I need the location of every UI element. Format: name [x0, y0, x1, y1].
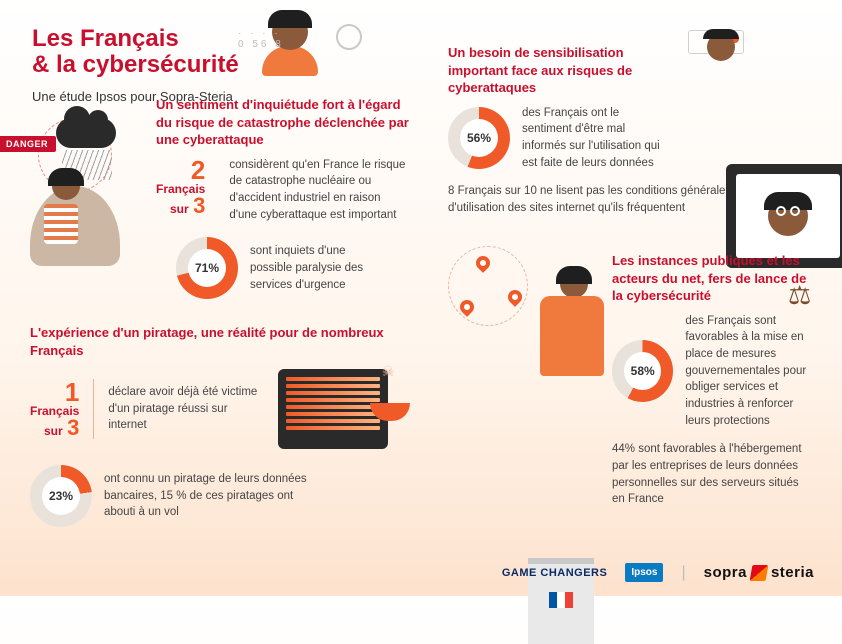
ipsos-logo: Ipsos	[625, 563, 663, 582]
fraction-text: considèrent qu'en France le risque de ca…	[229, 157, 410, 224]
danger-badge: DANGER	[0, 136, 56, 152]
gamechangers-label: GAME CHANGERS	[502, 567, 608, 579]
section-title: Les instances publiques et les acteurs d…	[612, 252, 814, 305]
fingerprint-icon	[336, 24, 362, 50]
section-footnote: 8 Français sur 10 ne lisent pas les cond…	[448, 183, 758, 216]
section-title: Un besoin de sensibilisation important f…	[448, 44, 678, 97]
france-flag-icon	[549, 592, 573, 608]
donut-text: ont connu un piratage de leurs données b…	[104, 471, 324, 521]
section-piracy: L'expérience d'un piratage, une réalité …	[30, 324, 390, 527]
fraction-2-3: 2 Français sur 3	[156, 157, 215, 217]
page-title-line2: & la cybersécurité	[32, 52, 814, 78]
donut-text: des Français sont favorables à la mise e…	[685, 313, 814, 430]
page-subtitle: Une étude Ipsos pour Sopra-Steria	[32, 89, 814, 104]
donut-71: 71%	[176, 237, 238, 299]
dots-icon: · · · ·0 56 8	[238, 28, 284, 50]
section-title: Un sentiment d'inquiétude fort à l'égard…	[156, 96, 410, 149]
donut-text: des Français ont le sentiment d'être mal…	[522, 105, 672, 172]
section-awareness: Un besoin de sensibilisation important f…	[448, 44, 678, 217]
footer-logos: GAME CHANGERS Ipsos | sopra steria	[502, 563, 814, 582]
section-title: L'expérience d'un piratage, une réalité …	[30, 324, 390, 359]
donut-23: 23%	[30, 465, 92, 527]
webcam-card-icon	[688, 30, 744, 54]
section-public: Les instances publiques et les acteurs d…	[612, 252, 814, 508]
donut-56: 56%	[448, 107, 510, 169]
donut-58: 58%	[612, 340, 673, 402]
section-footnote: 44% sont favorables à l'hébergement par …	[612, 441, 814, 508]
donut-text: sont inquiets d'une possible paralysie d…	[250, 243, 390, 293]
sopra-mark-icon	[750, 565, 769, 581]
fraction-1-3: 1 Français sur 3	[30, 379, 94, 439]
sopra-steria-logo: sopra steria	[704, 564, 814, 581]
hacked-laptop-icon: ☠	[278, 369, 388, 449]
armchair-person-icon	[30, 186, 120, 266]
speaker-woman-icon	[540, 270, 604, 376]
fraction-text: déclare avoir déjà été victime d'un pira…	[108, 384, 258, 434]
section-anxiety: Un sentiment d'inquiétude fort à l'égard…	[156, 96, 410, 299]
storm-cloud-icon	[56, 118, 116, 148]
